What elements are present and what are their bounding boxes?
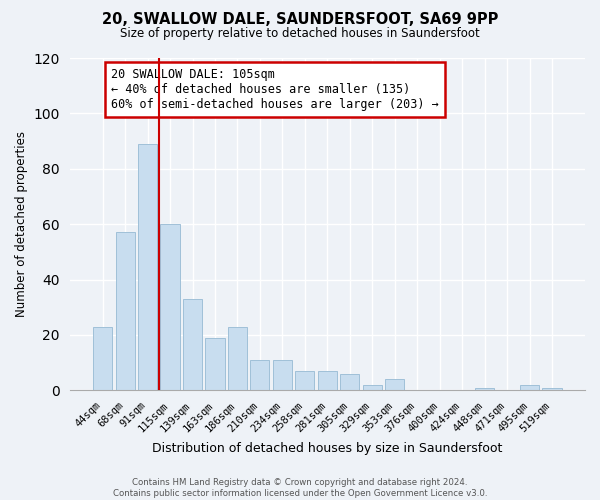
Text: Size of property relative to detached houses in Saundersfoot: Size of property relative to detached ho… <box>120 28 480 40</box>
Text: 20 SWALLOW DALE: 105sqm
← 40% of detached houses are smaller (135)
60% of semi-d: 20 SWALLOW DALE: 105sqm ← 40% of detache… <box>111 68 439 111</box>
Text: 20, SWALLOW DALE, SAUNDERSFOOT, SA69 9PP: 20, SWALLOW DALE, SAUNDERSFOOT, SA69 9PP <box>102 12 498 28</box>
Bar <box>295 371 314 390</box>
Bar <box>138 144 157 390</box>
Bar <box>363 385 382 390</box>
Bar <box>228 326 247 390</box>
Bar <box>250 360 269 390</box>
Bar <box>318 371 337 390</box>
Bar <box>542 388 562 390</box>
Y-axis label: Number of detached properties: Number of detached properties <box>15 131 28 317</box>
Bar <box>520 385 539 390</box>
Bar <box>93 326 112 390</box>
Bar <box>183 299 202 390</box>
Bar <box>205 338 224 390</box>
Bar <box>340 374 359 390</box>
Bar <box>273 360 292 390</box>
Bar <box>385 380 404 390</box>
Bar <box>116 232 134 390</box>
X-axis label: Distribution of detached houses by size in Saundersfoot: Distribution of detached houses by size … <box>152 442 503 455</box>
Text: Contains HM Land Registry data © Crown copyright and database right 2024.
Contai: Contains HM Land Registry data © Crown c… <box>113 478 487 498</box>
Bar <box>475 388 494 390</box>
Bar <box>160 224 179 390</box>
